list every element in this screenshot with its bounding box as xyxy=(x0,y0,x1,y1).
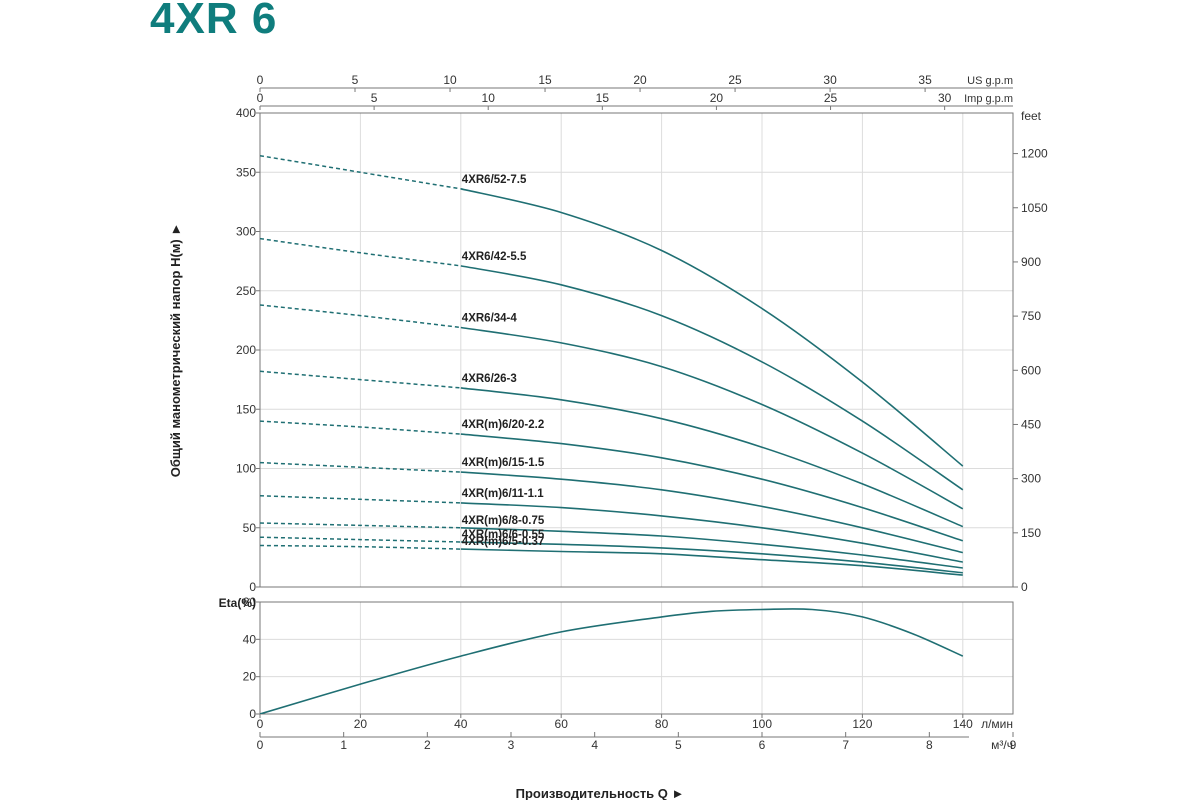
head-curve xyxy=(460,188,964,467)
eta-curve xyxy=(260,608,964,714)
y-tick-label: 0 xyxy=(249,580,256,594)
m3h-tick-label: 9 xyxy=(1010,738,1017,752)
curve-label: 4XR6/52-7.5 xyxy=(462,174,527,186)
feet-axis-label: feet xyxy=(1021,109,1042,123)
y-tick-label: 200 xyxy=(236,343,256,357)
m3h-tick-label: 1 xyxy=(340,738,347,752)
head-curve-dashed xyxy=(260,536,461,543)
us-gpm-tick-label: 35 xyxy=(918,73,932,87)
eta-tick-label: 60 xyxy=(243,595,257,609)
imp-gpm-tick-label: 0 xyxy=(257,91,264,105)
m3h-tick-label: 6 xyxy=(759,738,766,752)
us-gpm-tick-label: 25 xyxy=(728,73,742,87)
head-curve xyxy=(460,541,963,574)
imp-gpm-tick-label: 25 xyxy=(824,91,838,105)
head-curve-dashed xyxy=(260,154,461,190)
imp-gpm-tick-label: 15 xyxy=(596,91,610,105)
x-tick-label: 100 xyxy=(752,717,772,731)
imp-gpm-tick-label: 20 xyxy=(710,91,724,105)
feet-tick-label: 0 xyxy=(1021,580,1028,594)
imp-gpm-tick-label: 10 xyxy=(482,91,496,105)
y-axis-title: Общий манометрический напор H(м) ► xyxy=(168,223,183,477)
head-curve xyxy=(460,433,964,542)
m3h-tick-label: 4 xyxy=(591,738,598,752)
head-curve xyxy=(460,387,964,528)
head-curve xyxy=(460,265,964,491)
y-tick-label: 400 xyxy=(236,106,256,120)
x-tick-label: 140 xyxy=(953,717,973,731)
x-unit-label: л/мин xyxy=(981,717,1013,731)
imp-gpm-tick-label: 30 xyxy=(938,91,952,105)
eta-axis-label: Eta(%) xyxy=(219,596,256,610)
x-axis-title: Производительность Q ► xyxy=(516,786,685,800)
x-tick-label: 120 xyxy=(852,717,872,731)
m3h-tick-label: 3 xyxy=(508,738,515,752)
y-tick-label: 250 xyxy=(236,284,256,298)
us-gpm-tick-label: 5 xyxy=(352,73,359,87)
curve-label: 4XR(m)6/20-2.2 xyxy=(462,419,544,431)
head-curve-dashed xyxy=(260,522,461,529)
m3h-tick-label: 2 xyxy=(424,738,431,752)
us-gpm-tick-label: 30 xyxy=(823,73,837,87)
head-curve-dashed xyxy=(260,495,461,504)
us-gpm-axis-label: US g.p.m xyxy=(967,75,1013,87)
page-title: 4XR 6 xyxy=(150,0,278,43)
m3h-tick-label: 8 xyxy=(926,738,933,752)
head-curve-dashed xyxy=(260,304,461,329)
head-curve xyxy=(460,527,963,569)
head-curve-dashed xyxy=(260,370,461,389)
head-curve xyxy=(460,548,963,576)
curve-label: 4XR(m)6/6-0.55 xyxy=(462,529,545,541)
feet-tick-label: 600 xyxy=(1021,363,1041,377)
us-gpm-tick-label: 10 xyxy=(443,73,457,87)
curve-label: 4XR(m)6/5-0.37 xyxy=(462,536,544,548)
head-curve-dashed xyxy=(260,420,461,435)
feet-tick-label: 900 xyxy=(1021,255,1041,269)
m3h-tick-label: 7 xyxy=(842,738,849,752)
feet-tick-label: 1050 xyxy=(1021,201,1048,215)
m3h-unit-label: м³/ч xyxy=(991,738,1013,752)
curve-label: 4XR6/42-5.5 xyxy=(462,251,527,263)
x-tick-label: 0 xyxy=(257,717,264,731)
us-gpm-tick-label: 15 xyxy=(538,73,552,87)
imp-gpm-axis-label: Imp g.p.m xyxy=(964,93,1013,105)
head-curve xyxy=(460,502,963,563)
y-tick-label: 150 xyxy=(236,402,256,416)
feet-tick-label: 300 xyxy=(1021,472,1041,486)
head-curve-dashed xyxy=(260,461,461,473)
head-curve-dashed xyxy=(260,544,461,550)
us-gpm-tick-label: 20 xyxy=(633,73,647,87)
feet-tick-label: 150 xyxy=(1021,526,1041,540)
x-tick-label: 60 xyxy=(555,717,569,731)
curve-label: 4XR6/34-4 xyxy=(462,312,518,324)
feet-tick-label: 450 xyxy=(1021,417,1041,431)
x-tick-label: 40 xyxy=(454,717,468,731)
feet-tick-label: 750 xyxy=(1021,309,1041,323)
eta-tick-label: 0 xyxy=(249,707,256,721)
x-tick-label: 80 xyxy=(655,717,669,731)
m3h-tick-label: 0 xyxy=(257,738,264,752)
x-tick-label: 20 xyxy=(354,717,368,731)
eta-tick-label: 40 xyxy=(243,632,257,646)
eta-plot-frame xyxy=(259,601,1014,715)
head-curve xyxy=(460,326,964,510)
eta-tick-label: 20 xyxy=(243,670,257,684)
curve-label: 4XR6/26-3 xyxy=(462,373,517,385)
feet-tick-label: 1200 xyxy=(1021,147,1048,161)
y-tick-label: 50 xyxy=(243,521,257,535)
head-curve xyxy=(460,471,963,554)
head-curve-dashed xyxy=(260,237,461,267)
m3h-tick-label: 5 xyxy=(675,738,682,752)
curve-label: 4XR(m)6/15-1.5 xyxy=(462,457,545,469)
curve-label: 4XR(m)6/11-1.1 xyxy=(462,488,544,500)
y-tick-label: 100 xyxy=(236,462,256,476)
y-tick-label: 300 xyxy=(236,225,256,239)
us-gpm-tick-label: 0 xyxy=(257,73,264,87)
y-tick-label: 350 xyxy=(236,165,256,179)
curve-label: 4XR(m)6/8-0.75 xyxy=(462,515,545,527)
imp-gpm-tick-label: 5 xyxy=(371,91,378,105)
